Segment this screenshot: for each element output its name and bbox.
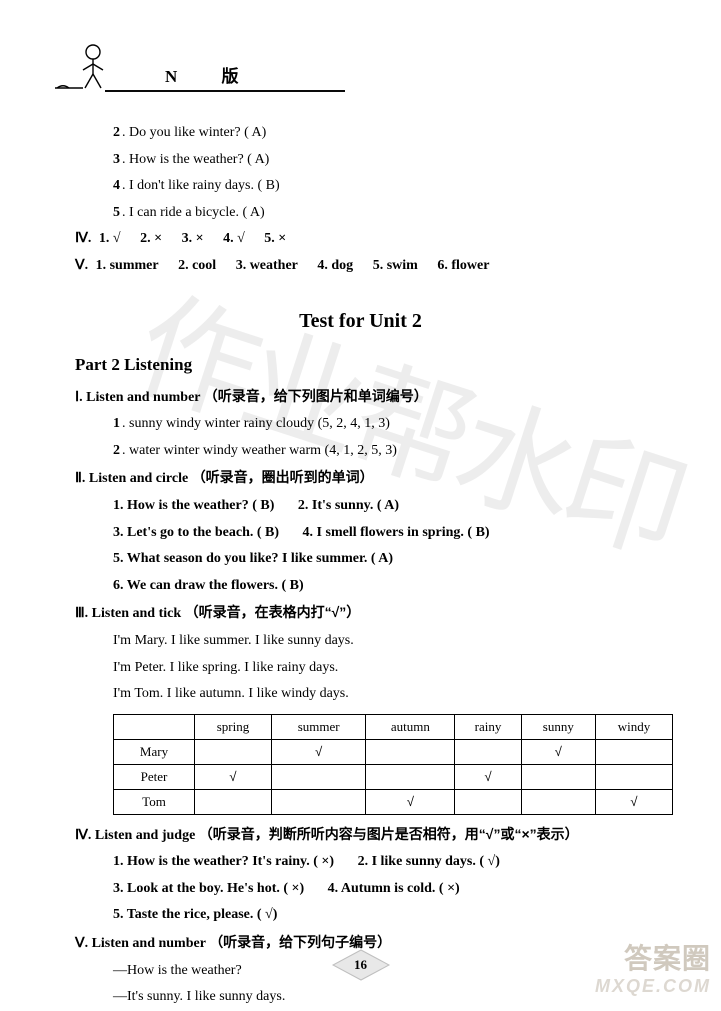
section-1-head: Ⅰ. Listen and number （听录音，给下列图片和单词编号） xyxy=(75,383,666,412)
page-number: 16 xyxy=(354,957,367,973)
page-root: N 版 2. Do you like winter? ( A) 3. How i… xyxy=(0,0,721,1011)
table-row: Peter √ √ xyxy=(114,764,673,789)
page-header: N 版 xyxy=(55,40,666,110)
sec3-line3: I'm Tom. I like autumn. I like windy day… xyxy=(113,681,666,708)
sec2-row4: 6. We can draw the flowers. ( B) xyxy=(113,573,666,600)
sec3-line1: I'm Mary. I like summer. I like sunny da… xyxy=(113,628,666,655)
section-3-head: Ⅲ. Listen and tick （听录音，在表格内打“√”） xyxy=(75,599,666,628)
table-row: Mary √ √ xyxy=(114,739,673,764)
sec2-row1: 1. How is the weather? ( B) 2. It's sunn… xyxy=(113,493,666,520)
prev-section-tail: 2. Do you like winter? ( A) 3. How is th… xyxy=(55,120,666,280)
page-number-ornament: 16 xyxy=(331,948,391,982)
item-4: 4. I don't like rainy days. ( B) xyxy=(113,173,666,200)
section-2-head: Ⅱ. Listen and circle （听录音，圈出听到的单词） xyxy=(75,464,666,493)
item-5: 5. I can ride a bicycle. ( A) xyxy=(113,200,666,227)
section-iv-answers: Ⅳ. 1. √ 2. × 3. × 4. √ 5. × xyxy=(75,226,666,253)
sec1-line2: 2. water winter windy weather warm (4, 1… xyxy=(113,438,666,465)
sec4-row3: 5. Taste the rice, please. ( √) xyxy=(113,902,666,929)
sec3-line2: I'm Peter. I like spring. I like rainy d… xyxy=(113,655,666,682)
sec4-row2: 3. Look at the boy. He's hot. ( ×) 4. Au… xyxy=(113,876,666,903)
tick-table: spring summer autumn rainy sunny windy M… xyxy=(113,714,673,815)
sec5-line2: —It's sunny. I like sunny days. xyxy=(113,984,666,1011)
part-title: Part 2 Listening xyxy=(75,355,666,375)
page-footer: 16 xyxy=(0,948,721,987)
section-v-answers: Ⅴ. 1. summer 2. cool 3. weather 4. dog 5… xyxy=(75,253,666,280)
item-2: 2. Do you like winter? ( A) xyxy=(113,120,666,147)
header-label: N 版 xyxy=(165,62,259,87)
header-rule xyxy=(105,90,345,92)
sec2-row3: 5. What season do you like? I like summe… xyxy=(113,546,666,573)
table-row: spring summer autumn rainy sunny windy xyxy=(114,714,673,739)
section-4-head: Ⅳ. Listen and judge （听录音，判断所听内容与图片是否相符，用… xyxy=(75,821,666,850)
sec4-row1: 1. How is the weather? It's rainy. ( ×) … xyxy=(113,849,666,876)
sec1-line1: 1. sunny windy winter rainy cloudy (5, 2… xyxy=(113,411,666,438)
unit-title: Test for Unit 2 xyxy=(55,310,666,333)
item-3: 3. How is the weather? ( A) xyxy=(113,147,666,174)
sec2-row2: 3. Let's go to the beach. ( B) 4. I smel… xyxy=(113,520,666,547)
table-row: Tom √ √ xyxy=(114,789,673,814)
